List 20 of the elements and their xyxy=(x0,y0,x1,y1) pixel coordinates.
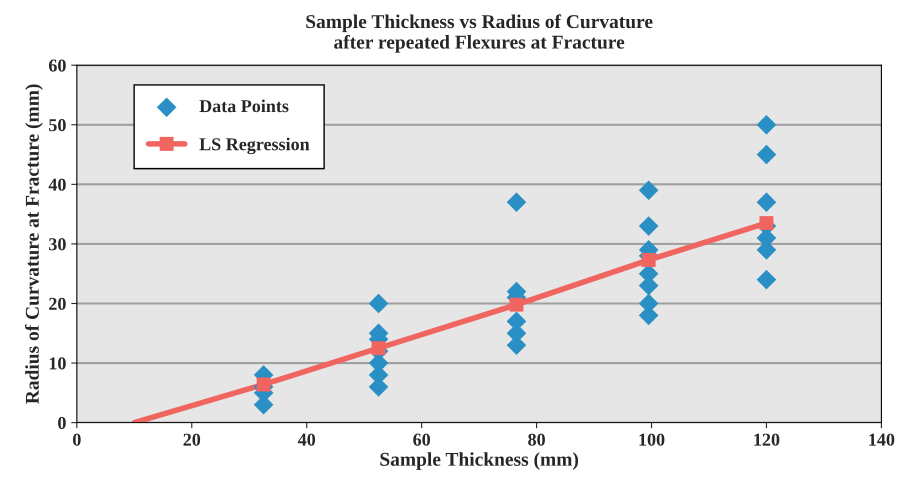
x-tick-label: 80 xyxy=(528,434,545,446)
y-tick-label: 0 xyxy=(58,416,66,430)
x-tick-label: 0 xyxy=(73,434,81,446)
legend-label: Data Points xyxy=(199,100,288,112)
y-tick-label: 30 xyxy=(49,238,66,250)
y-tick-label: 50 xyxy=(49,119,66,132)
x-tick-label: 40 xyxy=(298,434,316,446)
legend-label: LS Regression xyxy=(199,138,310,154)
y-tick-label: 10 xyxy=(50,357,66,370)
y-tick-label: 20 xyxy=(49,298,66,310)
x-tick-label: 100 xyxy=(639,434,664,446)
y-tick-label: 60 xyxy=(48,59,66,72)
x-tick-label: 60 xyxy=(413,434,430,446)
x-axis-title: Sample Thickness (mm) xyxy=(380,452,578,470)
x-tick-label: 20 xyxy=(184,434,200,446)
y-axis-title: Radius of Curvature at Fracture (mm) xyxy=(24,84,43,404)
chart-title: Sample Thickness vs Radius of Curvature after repeated Flexures at Fracture xyxy=(306,14,652,53)
y-tick-label: 40 xyxy=(48,178,66,191)
x-tick-label: 140 xyxy=(869,434,894,446)
x-tick-label: 120 xyxy=(754,434,780,446)
